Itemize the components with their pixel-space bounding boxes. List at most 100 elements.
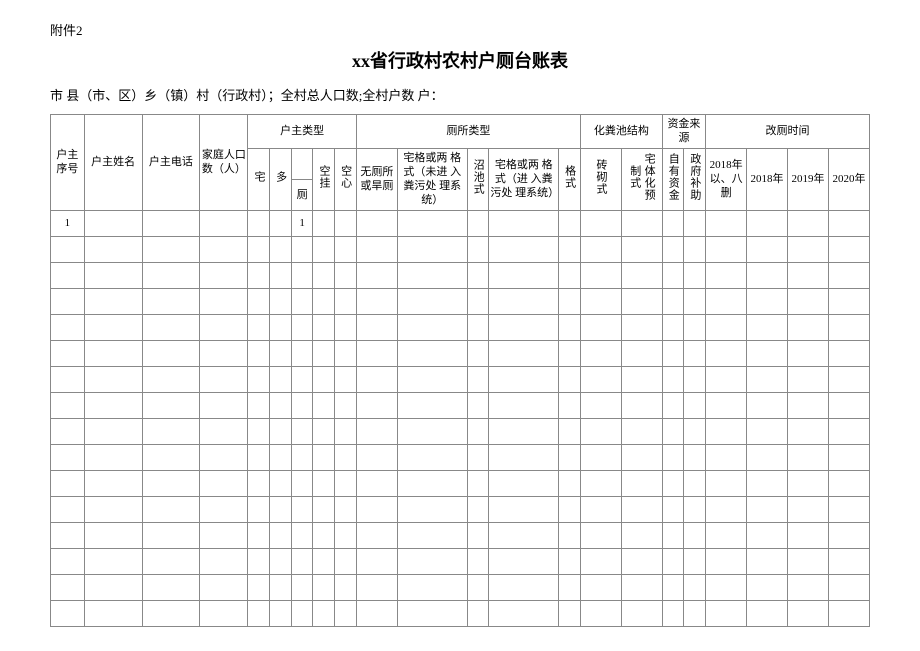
table-cell bbox=[397, 340, 467, 366]
table-cell bbox=[397, 600, 467, 626]
table-cell bbox=[313, 340, 335, 366]
table-cell bbox=[467, 392, 489, 418]
table-cell bbox=[335, 262, 357, 288]
table-row bbox=[51, 600, 870, 626]
table-cell bbox=[467, 574, 489, 600]
table-cell bbox=[621, 470, 662, 496]
table-cell bbox=[200, 470, 248, 496]
table-cell bbox=[51, 288, 85, 314]
table-cell bbox=[621, 444, 662, 470]
table-cell bbox=[747, 236, 788, 262]
table-cell bbox=[335, 314, 357, 340]
table-cell bbox=[621, 496, 662, 522]
table-row bbox=[51, 392, 870, 418]
table-cell bbox=[142, 366, 200, 392]
table-cell bbox=[747, 288, 788, 314]
col-seq: 户主序号 bbox=[51, 115, 85, 211]
col-ce-label: 厕 bbox=[291, 179, 313, 210]
col-family-pop: 家庭人口数（人） bbox=[200, 115, 248, 211]
table-cell bbox=[662, 574, 684, 600]
table-cell bbox=[559, 262, 581, 288]
table-cell bbox=[580, 340, 621, 366]
table-cell bbox=[787, 262, 828, 288]
table-cell bbox=[270, 340, 292, 366]
table-cell bbox=[200, 340, 248, 366]
table-cell bbox=[313, 288, 335, 314]
table-cell bbox=[356, 236, 397, 262]
table-cell bbox=[84, 470, 142, 496]
table-cell bbox=[684, 210, 706, 236]
table-cell bbox=[270, 522, 292, 548]
table-cell bbox=[580, 366, 621, 392]
table-cell bbox=[51, 340, 85, 366]
table-cell bbox=[84, 288, 142, 314]
table-cell bbox=[684, 418, 706, 444]
table-cell bbox=[489, 600, 559, 626]
table-cell bbox=[270, 418, 292, 444]
table-cell bbox=[397, 210, 467, 236]
table-cell bbox=[684, 262, 706, 288]
table-cell bbox=[706, 366, 747, 392]
table-cell bbox=[621, 574, 662, 600]
table-cell bbox=[467, 548, 489, 574]
table-cell bbox=[84, 262, 142, 288]
table-cell bbox=[747, 366, 788, 392]
table-cell bbox=[270, 600, 292, 626]
table-cell bbox=[270, 548, 292, 574]
table-cell bbox=[335, 366, 357, 392]
table-cell bbox=[335, 418, 357, 444]
table-cell bbox=[747, 340, 788, 366]
table-cell bbox=[51, 600, 85, 626]
table-cell bbox=[467, 210, 489, 236]
table-cell bbox=[559, 314, 581, 340]
table-cell bbox=[51, 392, 85, 418]
table-cell bbox=[291, 548, 313, 574]
table-cell bbox=[828, 574, 869, 600]
col-geshi: 格式 bbox=[559, 148, 581, 210]
table-cell bbox=[706, 548, 747, 574]
table-cell bbox=[662, 236, 684, 262]
table-cell bbox=[356, 366, 397, 392]
table-cell bbox=[397, 288, 467, 314]
table-cell bbox=[706, 470, 747, 496]
table-cell bbox=[397, 574, 467, 600]
table-cell bbox=[51, 496, 85, 522]
table-cell bbox=[335, 470, 357, 496]
table-cell bbox=[84, 522, 142, 548]
table-cell bbox=[747, 574, 788, 600]
table-cell bbox=[747, 548, 788, 574]
table-cell bbox=[248, 392, 270, 418]
table-cell bbox=[335, 392, 357, 418]
table-cell bbox=[270, 444, 292, 470]
table-cell bbox=[662, 262, 684, 288]
table-cell bbox=[467, 418, 489, 444]
table-cell bbox=[335, 444, 357, 470]
table-cell bbox=[291, 600, 313, 626]
table-cell bbox=[787, 366, 828, 392]
table-cell bbox=[706, 314, 747, 340]
table-cell bbox=[248, 366, 270, 392]
col-ce bbox=[291, 148, 313, 179]
table-cell bbox=[706, 262, 747, 288]
table-cell bbox=[335, 496, 357, 522]
table-cell bbox=[313, 236, 335, 262]
table-cell bbox=[142, 548, 200, 574]
table-cell bbox=[84, 548, 142, 574]
table-cell bbox=[580, 210, 621, 236]
table-cell bbox=[84, 418, 142, 444]
table-cell bbox=[684, 392, 706, 418]
table-row bbox=[51, 236, 870, 262]
table-cell bbox=[51, 366, 85, 392]
table-cell bbox=[356, 444, 397, 470]
col-kongxin: 空挂 bbox=[313, 148, 335, 210]
col-zhai: 宅 bbox=[248, 148, 270, 210]
table-cell bbox=[291, 236, 313, 262]
table-cell bbox=[828, 392, 869, 418]
table-cell bbox=[142, 522, 200, 548]
table-cell bbox=[248, 548, 270, 574]
table-cell bbox=[356, 262, 397, 288]
table-cell bbox=[51, 574, 85, 600]
table-row bbox=[51, 522, 870, 548]
table-cell bbox=[580, 548, 621, 574]
table-cell bbox=[84, 444, 142, 470]
